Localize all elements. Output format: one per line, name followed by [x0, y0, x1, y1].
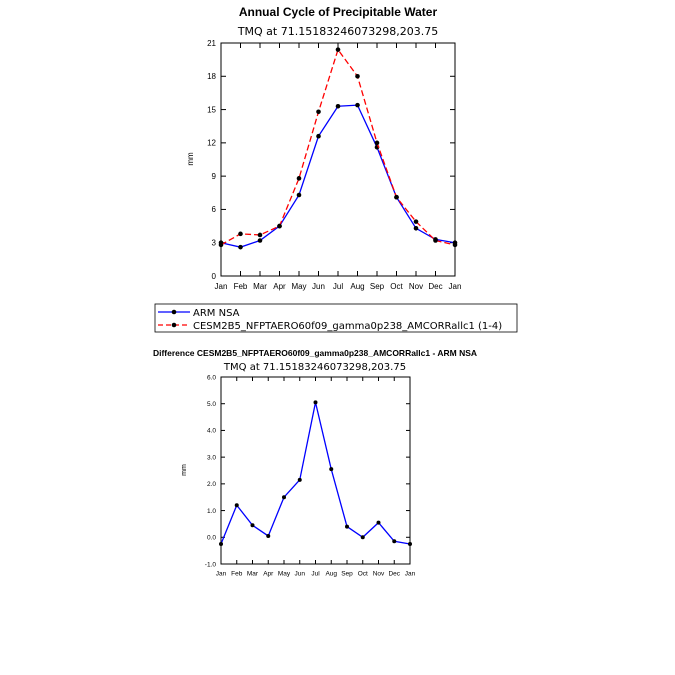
series-0-point — [376, 520, 381, 525]
y-tick-label: 2.0 — [207, 481, 216, 488]
series-0-point — [329, 467, 334, 472]
series-0-point — [219, 541, 223, 546]
series-0-point — [238, 244, 243, 250]
plot-frame — [220, 42, 456, 277]
series-0-point — [266, 533, 271, 538]
series-1-point — [394, 194, 399, 200]
legend-marker-arm — [171, 309, 177, 315]
series-0-point — [296, 192, 302, 198]
chart2-ylabel: mm — [181, 464, 188, 476]
x-tick-label: Jun — [295, 571, 306, 578]
series-1-point — [374, 140, 380, 146]
y-tick-label: 3 — [212, 239, 217, 248]
y-tick-label: 0.0 — [207, 535, 216, 542]
chart1-ylabel: mm — [186, 152, 195, 166]
series-0-point — [316, 133, 321, 139]
x-tick-label: Jul — [333, 282, 343, 291]
series-0-point — [335, 103, 341, 109]
series-0-point — [257, 238, 263, 243]
legend-box — [154, 303, 518, 333]
series-1-point — [452, 242, 458, 248]
chart1-subtitle: TMQ at 71.15183246073298,203.75 — [237, 25, 438, 38]
x-tick-label: Feb — [231, 571, 243, 578]
x-tick-label: Sep — [370, 282, 385, 291]
series-line-1 — [220, 48, 456, 246]
x-tick-label: Feb — [234, 282, 248, 291]
series-0-point — [282, 495, 286, 500]
x-tick-label: Jan — [449, 282, 462, 291]
x-tick-label: Nov — [409, 282, 423, 291]
x-tick-label: Apr — [263, 571, 274, 578]
y-tick-label: 1.0 — [207, 508, 216, 515]
legend-label-cesm: CESM2B5_NFPTAERO60f09_gamma0p238_AMCORRa… — [193, 321, 502, 332]
series-1-point — [277, 223, 282, 229]
x-tick-label: Jan — [215, 282, 228, 291]
x-tick-label: Oct — [358, 571, 368, 578]
x-tick-label: Mar — [253, 282, 267, 291]
y-tick-label: 6.0 — [207, 374, 216, 381]
x-tick-label: Dec — [388, 571, 400, 578]
chart2-plot: Jan Feb Mar Apr May Jun Jul Aug Sep Oct Nov Dec Jan -… — [205, 374, 416, 577]
x-tick-label: Aug — [325, 571, 337, 578]
y-tick-label: -1.0 — [205, 561, 217, 568]
series-1-point — [296, 176, 302, 181]
chart2-subtitle: TMQ at 71.15183246073298,203.75 — [223, 362, 406, 373]
y-tick-label: 12 — [207, 139, 216, 148]
x-tick-label: Mar — [247, 571, 259, 578]
series-line-0 — [220, 402, 411, 545]
y-tick-label: 3.0 — [207, 454, 216, 461]
x-tick-label: Nov — [373, 571, 385, 578]
x-tick-label: Sep — [341, 571, 353, 578]
series-0-point — [408, 541, 412, 546]
x-tick-label: Jan — [216, 571, 227, 578]
y-tick-label: 9 — [212, 172, 217, 181]
series-1-point — [335, 47, 341, 52]
series-1-point — [413, 219, 419, 224]
chart2-title: Difference CESM2B5_NFPTAERO60f09_gamma0p… — [153, 348, 477, 358]
series-0-point — [413, 225, 419, 231]
x-tick-label: Dec — [428, 282, 442, 291]
x-tick-label: Oct — [390, 282, 403, 291]
x-tick-label: Aug — [350, 282, 364, 291]
x-tick-label: Jan — [405, 571, 416, 578]
legend-marker-cesm — [171, 322, 177, 328]
series-1-point — [218, 242, 224, 248]
series-1-point — [257, 232, 263, 238]
legend-label-arm: ARM NSA — [193, 308, 240, 319]
series-1-point — [433, 238, 438, 243]
series-0-point — [345, 524, 349, 529]
series-1-point — [316, 109, 321, 115]
series-0-point — [297, 477, 302, 482]
series-0-point — [360, 535, 365, 540]
x-tick-label: May — [291, 282, 306, 291]
legend: ARM NSA CESM2B5_NFPTAERO60f09_gamma0p238… — [154, 303, 518, 333]
y-tick-label: 4.0 — [207, 428, 216, 435]
x-tick-label: Jul — [311, 571, 320, 578]
series-0-point — [355, 102, 360, 108]
series-0-point — [234, 503, 239, 508]
x-tick-label: Jun — [312, 282, 325, 291]
y-tick-label: 15 — [207, 105, 216, 114]
series-1-point — [238, 231, 243, 237]
y-tick-label: 0 — [212, 272, 217, 281]
chart1-title: Annual Cycle of Precipitable Water — [239, 5, 438, 19]
y-tick-label: 21 — [207, 39, 216, 48]
series-0-point — [313, 400, 318, 405]
series-0-point — [250, 523, 255, 528]
series-1-point — [355, 73, 360, 79]
series-0-point — [392, 539, 397, 544]
chart1-plot: Jan Feb Mar Apr May Jun Jul Aug Sep Oct Nov Dec Jan0… — [207, 39, 461, 291]
x-tick-label: May — [278, 571, 291, 578]
y-tick-label: 18 — [207, 72, 216, 81]
y-tick-label: 5.0 — [207, 401, 216, 408]
x-tick-label: Apr — [273, 282, 286, 291]
y-tick-label: 6 — [212, 205, 217, 214]
